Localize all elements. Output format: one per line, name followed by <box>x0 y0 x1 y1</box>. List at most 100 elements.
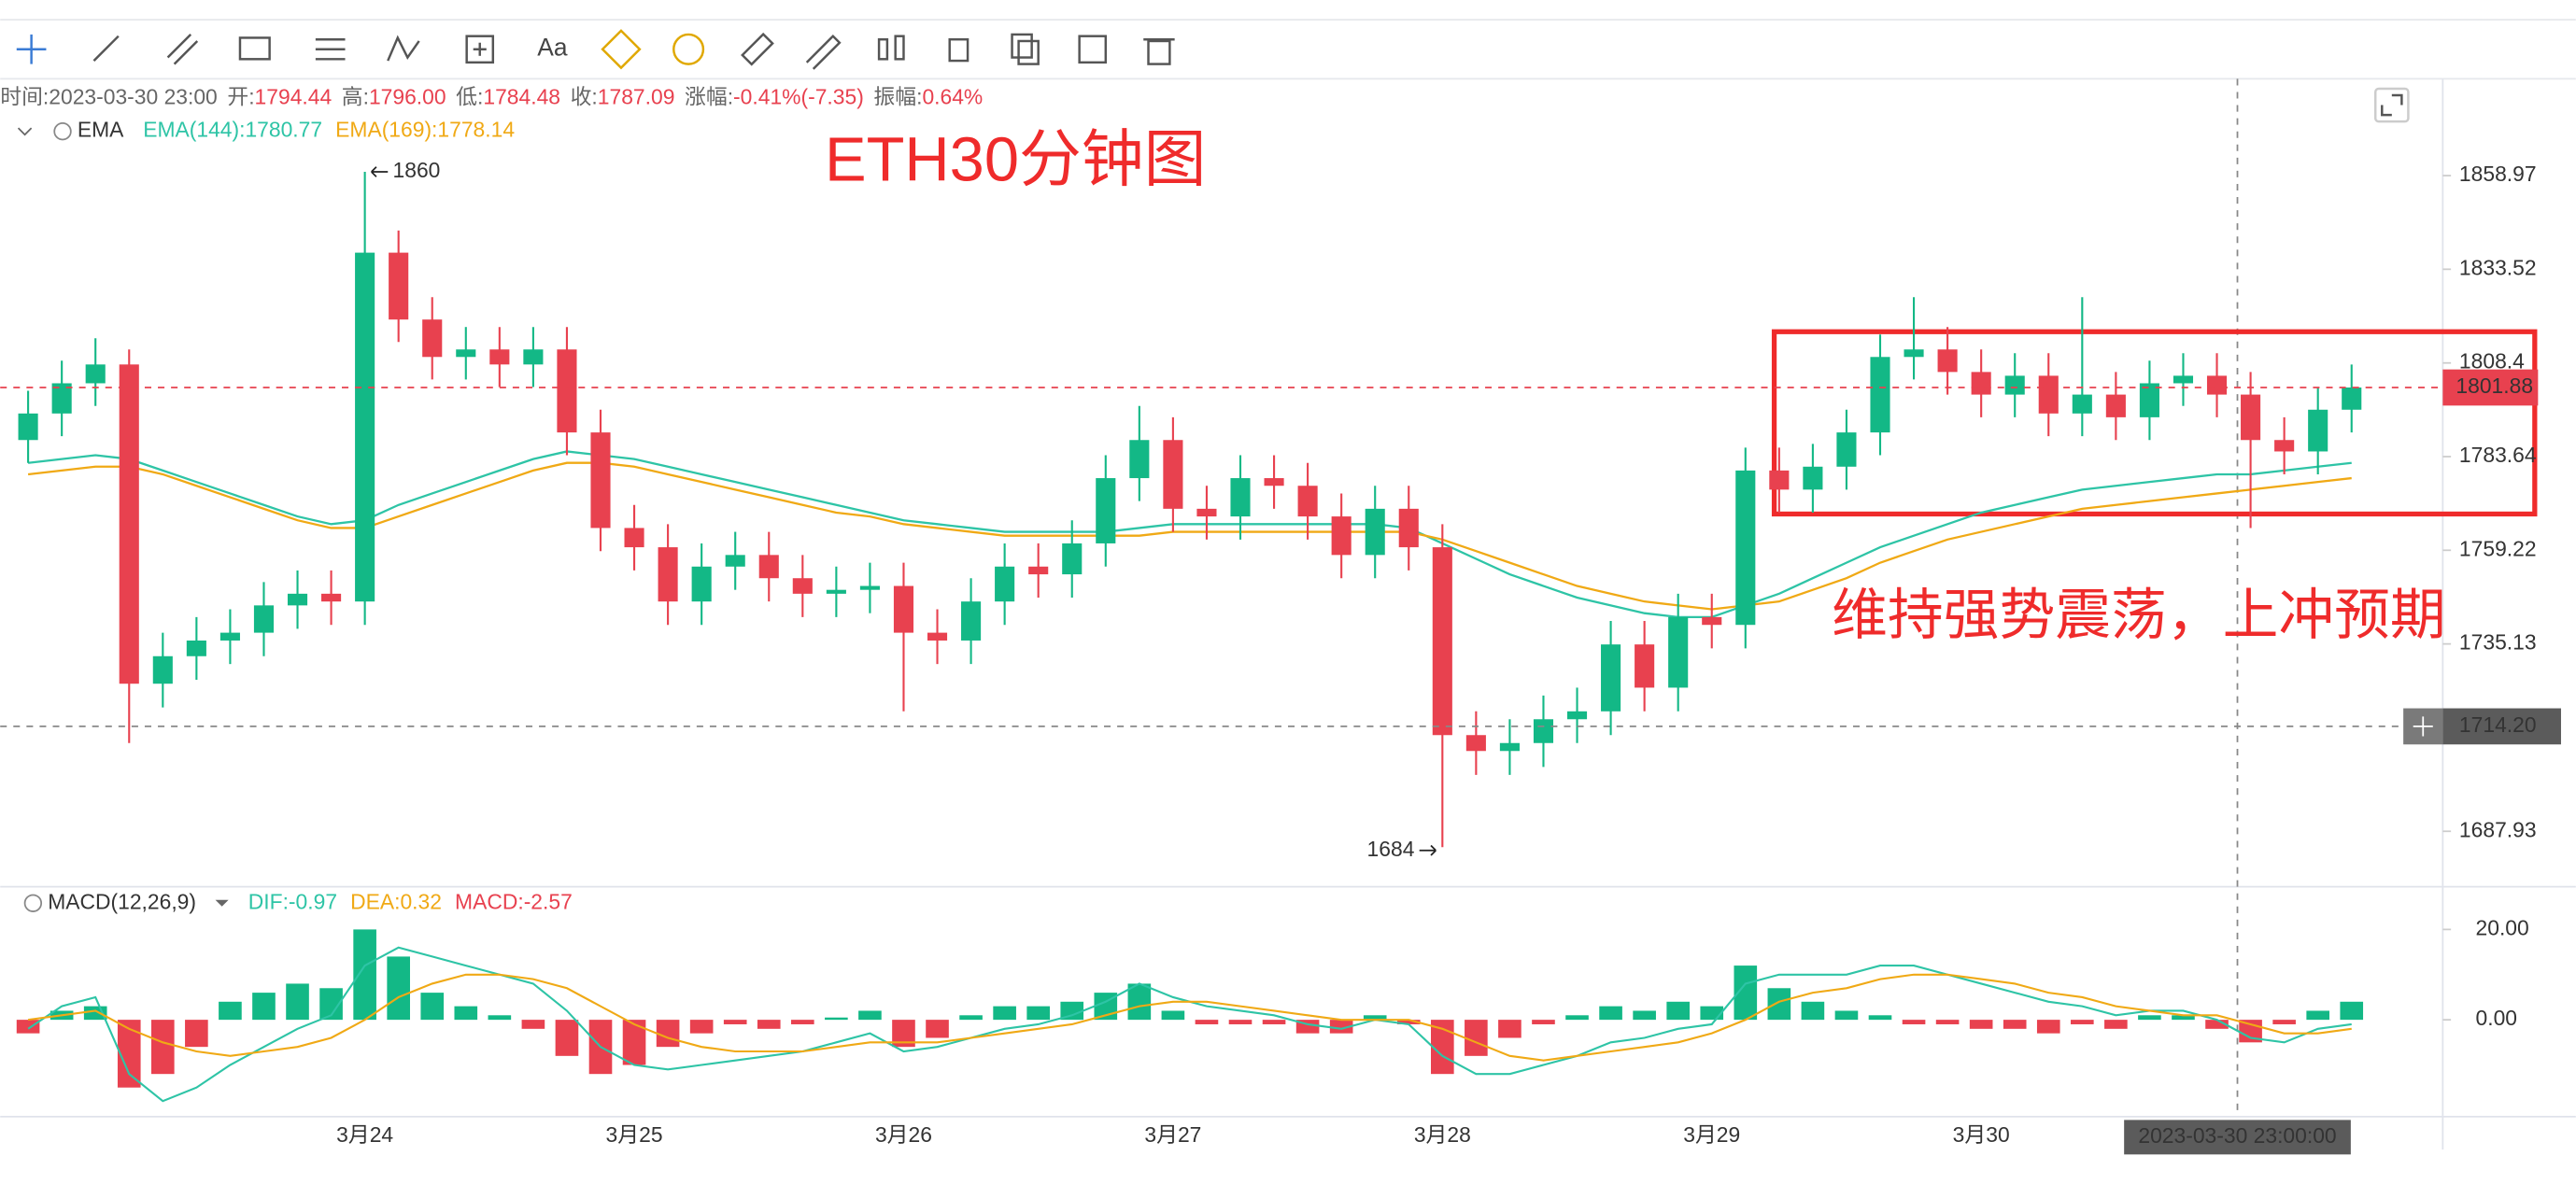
y-tick-label: 1735.13 <box>2459 630 2537 655</box>
fib-tool[interactable] <box>315 37 346 61</box>
candle-body <box>725 555 745 567</box>
delete-tool[interactable] <box>1143 37 1175 65</box>
x-tick-label: 3月28 <box>1414 1122 1471 1147</box>
text-tool[interactable]: Aa <box>537 34 568 62</box>
candle-body <box>557 349 577 433</box>
macd-bar <box>1329 1020 1353 1034</box>
macd-bar <box>723 1020 747 1024</box>
candle-body <box>2004 375 2025 395</box>
candle-body <box>2139 383 2159 417</box>
candle-body <box>1264 478 1284 486</box>
candle-body <box>119 364 139 684</box>
candle-body <box>2206 375 2228 395</box>
macd-bar <box>420 993 445 1021</box>
macd-bar <box>2036 1020 2060 1034</box>
macd-title: MACD(12,26,9) <box>48 889 196 913</box>
y-tick-label: 1783.64 <box>2459 443 2537 467</box>
crosshair-price: 1714.20 <box>2459 712 2537 737</box>
candle-body <box>321 593 342 602</box>
macd-bar <box>1666 1001 1690 1021</box>
candle-body <box>422 319 443 358</box>
candle-body <box>85 364 106 384</box>
candle-body <box>1735 470 1756 626</box>
ema-line <box>27 461 2352 611</box>
candle-body <box>1904 349 1924 358</box>
candle-body <box>1365 508 1385 556</box>
macd-bar <box>1195 1020 1219 1024</box>
lock-tool[interactable] <box>672 33 705 65</box>
candle-body <box>1803 466 1823 490</box>
candle-body <box>961 601 982 641</box>
info-value: 0.64% <box>922 85 983 109</box>
candle-body <box>792 578 813 594</box>
candle-body <box>859 585 880 590</box>
candle-tool[interactable] <box>877 35 905 61</box>
candle-body <box>826 589 846 594</box>
candle-body <box>1937 349 1958 373</box>
info-label: 低: <box>456 85 483 109</box>
pen-tool[interactable] <box>805 34 842 70</box>
candle-body <box>2342 387 2362 410</box>
macd-bar <box>2104 1020 2128 1029</box>
macd-bar <box>1363 1015 1387 1021</box>
ema-line <box>27 450 2352 619</box>
magnet-tool[interactable] <box>601 29 642 70</box>
macd-bar <box>1902 1020 1926 1024</box>
ruler-tool[interactable] <box>741 32 774 66</box>
edit-tool[interactable] <box>1078 35 1108 64</box>
channel-tool[interactable] <box>166 34 199 65</box>
crosshair-tool[interactable] <box>16 34 47 64</box>
candle-body <box>1096 478 1116 543</box>
clip-tool[interactable] <box>948 37 970 63</box>
macd-bar <box>252 993 276 1021</box>
last-price-box <box>2442 369 2539 406</box>
rect-tool[interactable] <box>238 36 271 61</box>
crosshair-price-box <box>2442 708 2561 745</box>
collapse-icon <box>17 127 33 136</box>
y-tick-label: 1858.97 <box>2459 162 2537 186</box>
x-tick-label: 3月25 <box>606 1122 663 1147</box>
ema-legend: EMA(144):1780.77 EMA(169):1778.14 <box>143 118 515 142</box>
candle-body <box>2274 440 2295 452</box>
candle-body <box>253 605 275 633</box>
info-label: 开: <box>227 85 254 109</box>
macd-bar <box>185 1020 208 1048</box>
candle-body <box>2308 409 2328 452</box>
macd-bar <box>1465 1020 1488 1056</box>
plus-icon <box>2413 716 2433 737</box>
candle-body <box>758 555 779 579</box>
info-label: 收: <box>571 85 598 109</box>
candle-body <box>1331 516 1352 556</box>
candle-body <box>1601 644 1621 712</box>
macd-bar <box>791 1020 814 1024</box>
candle-body <box>18 413 38 441</box>
macd-bar <box>286 983 309 1021</box>
macd-bar <box>555 1020 579 1056</box>
info-label: 涨幅: <box>685 85 733 109</box>
line-tool[interactable] <box>92 35 120 62</box>
wave-tool[interactable] <box>387 35 420 62</box>
macd-bar <box>1565 1015 1589 1021</box>
macd-bar <box>2003 1020 2027 1029</box>
y-tick-label: 1808.4 <box>2459 349 2525 374</box>
candle-body <box>1465 735 1486 752</box>
candle-body <box>152 655 173 684</box>
candle-body <box>1769 470 1790 490</box>
measure-tool[interactable] <box>465 35 495 64</box>
macd-bar <box>993 1006 1016 1021</box>
candle-body <box>1196 508 1217 517</box>
macd-bar <box>1127 983 1152 1021</box>
candle-body <box>489 349 510 365</box>
candle-body <box>1432 547 1452 736</box>
candle-body <box>1398 508 1419 548</box>
y-tick-label: 1833.52 <box>2459 255 2537 279</box>
candle-body <box>1836 432 1857 467</box>
macd-bar <box>2306 1010 2329 1021</box>
copy-tool[interactable] <box>1011 33 1040 65</box>
candle-body <box>456 349 476 358</box>
fullscreen-button[interactable] <box>2374 87 2410 123</box>
macd-line <box>27 973 2352 1062</box>
candle-body <box>590 432 611 529</box>
candle-body <box>2173 375 2194 384</box>
